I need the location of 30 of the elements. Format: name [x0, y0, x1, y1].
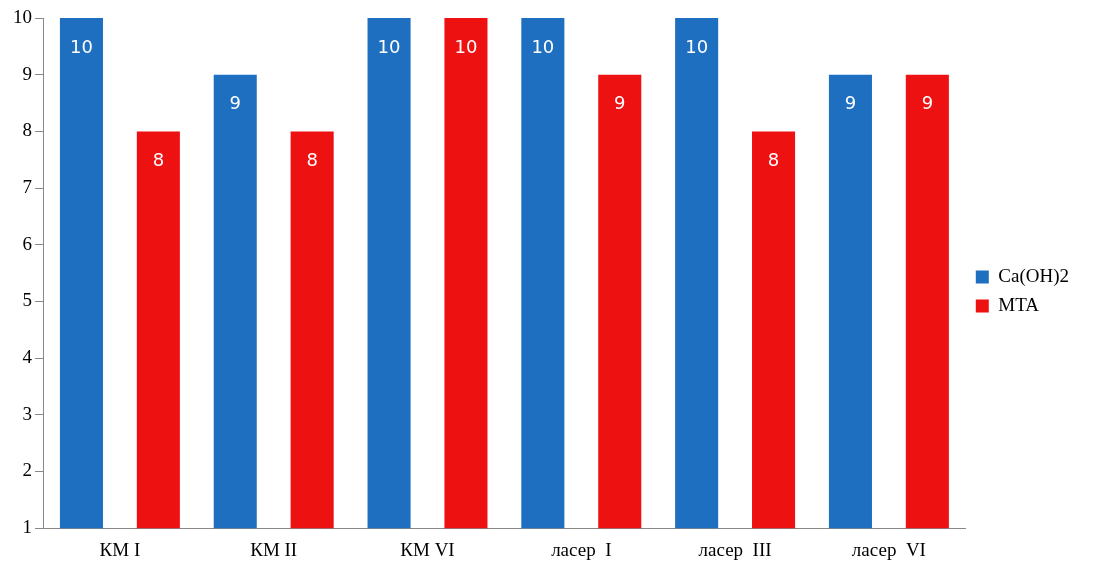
y-tick-label: 5: [22, 289, 32, 311]
x-tick-label: ласер III: [698, 538, 772, 560]
x-tick-label: КМ II: [250, 538, 298, 560]
x-tick-label: ласер I: [551, 538, 612, 560]
data-label: 9: [614, 92, 626, 114]
data-label: 8: [767, 149, 780, 171]
data-label: 8: [152, 149, 165, 171]
data-label: 9: [229, 92, 241, 114]
data-label: 9: [921, 92, 934, 114]
data-label: 9: [844, 92, 857, 114]
y-tick-label: 9: [22, 62, 32, 84]
data-label: 8: [306, 149, 318, 171]
y-tick-label: 6: [22, 232, 32, 254]
y-tick-label: 8: [22, 119, 32, 141]
data-label: 10: [454, 35, 478, 57]
x-tick-label: КМ VI: [400, 538, 455, 560]
y-tick-label: 10: [13, 5, 32, 27]
data-label: 10: [70, 35, 93, 57]
legend-label: Ca(OH)2: [998, 264, 1069, 287]
data-label: 10: [685, 35, 709, 57]
legend-label: MTA: [998, 293, 1040, 315]
data-label: 10: [531, 35, 555, 57]
y-tick-label: 3: [22, 402, 32, 424]
y-tick-label: 4: [22, 346, 33, 368]
x-tick-label: КМ I: [99, 538, 141, 560]
y-tick-label: 7: [22, 176, 32, 198]
y-tick-label: 1: [22, 516, 32, 538]
x-tick-label: ласер VI: [851, 538, 926, 560]
data-label: 10: [377, 35, 401, 57]
y-tick-label: 2: [22, 459, 32, 481]
